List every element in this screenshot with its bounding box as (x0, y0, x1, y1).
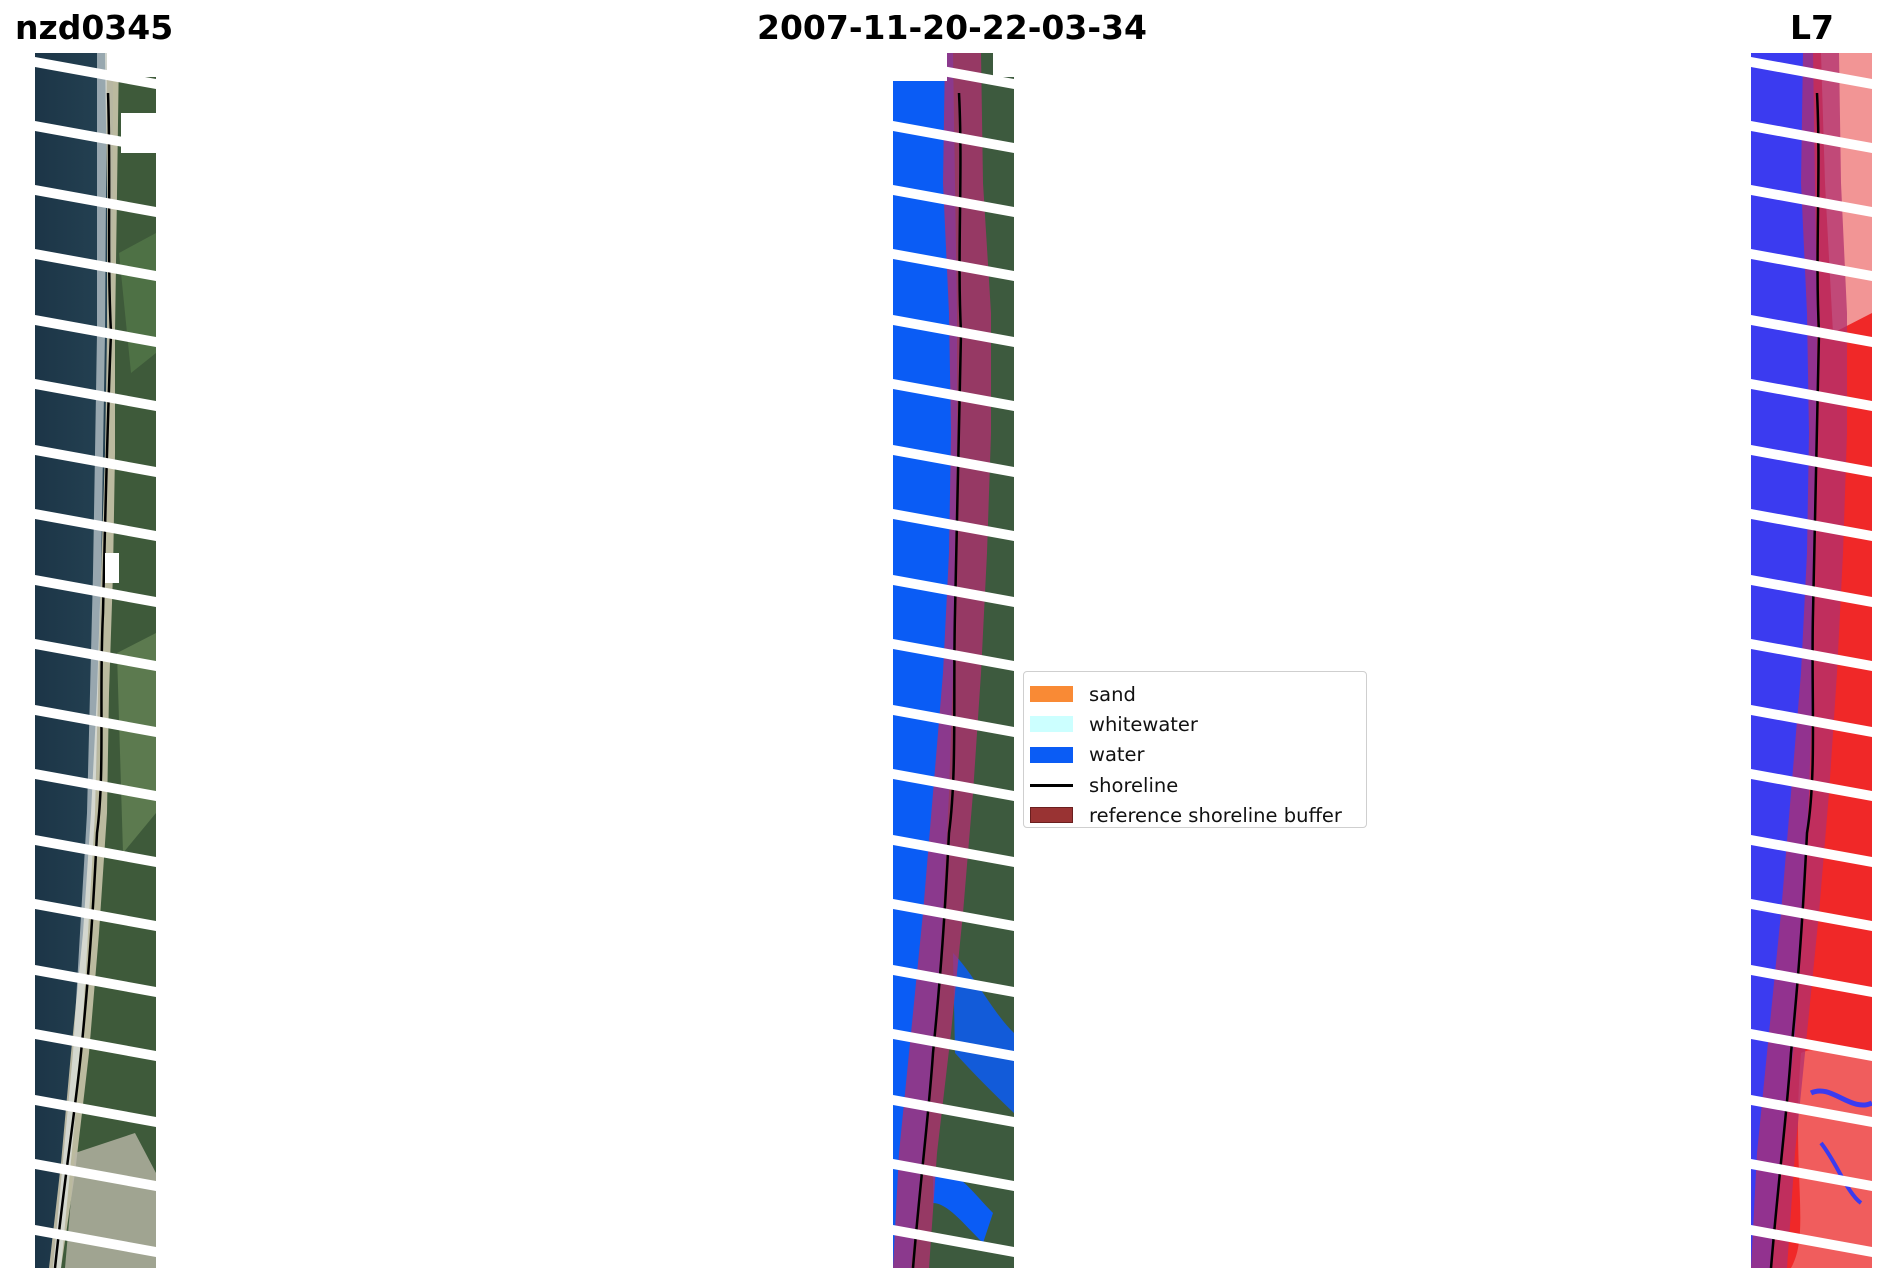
image-site-title: nzd0345 (15, 8, 174, 47)
legend-item-sand: sand (1030, 679, 1366, 709)
legend-label: whitewater (1089, 712, 1198, 736)
classified-image (893, 53, 1014, 1268)
legend: sand whitewater water shoreline referenc… (1023, 671, 1367, 828)
classified-panel (893, 53, 1014, 1268)
whitewater-swatch (1030, 716, 1073, 733)
legend-label: sand (1089, 682, 1136, 706)
legend-label: shoreline (1089, 773, 1179, 797)
water-swatch (1030, 746, 1073, 763)
sand-swatch (1030, 686, 1073, 703)
image-date-title: 2007-11-20-22-03-34 (757, 8, 1147, 47)
legend-item-buffer: reference shoreline buffer (1030, 800, 1366, 830)
satellite-title: L7 (1790, 8, 1834, 47)
legend-label: reference shoreline buffer (1089, 803, 1342, 827)
legend-item-whitewater: whitewater (1030, 709, 1366, 739)
rgb-satellite-panel (35, 53, 156, 1268)
legend-label: water (1089, 743, 1145, 767)
legend-item-water: water (1030, 740, 1366, 770)
rgb-satellite-image (35, 53, 156, 1268)
shoreline-line-swatch (1030, 783, 1073, 787)
legend-item-shoreline: shoreline (1030, 770, 1366, 800)
index-panel (1751, 53, 1872, 1268)
index-image (1751, 53, 1872, 1268)
buffer-swatch (1030, 807, 1073, 824)
